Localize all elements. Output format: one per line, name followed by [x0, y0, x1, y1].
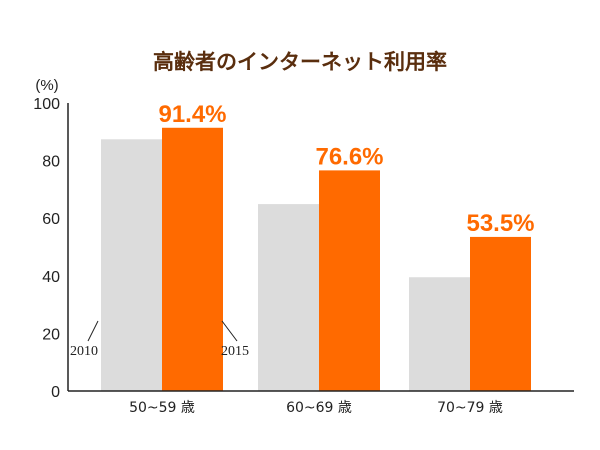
y-tick-label: 0: [51, 384, 60, 401]
series-annotations: 2010 2015: [70, 320, 249, 359]
bar-2015: [319, 170, 380, 391]
y-tick-label: 100: [33, 96, 60, 113]
y-tick-label: 60: [42, 211, 60, 228]
bar-2010: [101, 139, 162, 391]
annotation-2010: 2010: [70, 344, 98, 359]
x-axis-category-labels: 50~59 歳 60~69 歳 70~79 歳: [129, 400, 503, 416]
annotation-leader-2015: [221, 320, 238, 342]
y-tick-label: 40: [42, 269, 60, 286]
data-labels: 91.4% 76.6% 53.5%: [158, 101, 534, 237]
annotation-2015: 2015: [221, 344, 249, 359]
bars: [101, 127, 531, 391]
bar-2010: [258, 204, 319, 391]
category-label: 70~79 歳: [437, 400, 503, 416]
bar-2015: [162, 127, 223, 391]
y-axis-unit-label: (%): [35, 77, 58, 94]
y-axis-ticks: 0 20 40 60 80 100: [33, 96, 60, 401]
annotation-leader-2010: [87, 320, 99, 342]
y-tick-label: 80: [42, 154, 60, 171]
data-label: 53.5%: [466, 210, 534, 237]
bar-2015: [470, 236, 531, 391]
data-label: 76.6%: [315, 143, 383, 170]
category-label: 50~59 歳: [129, 400, 195, 416]
chart-title: 高齢者のインターネット利用率: [153, 50, 447, 74]
bar-2010: [409, 277, 470, 391]
category-label: 60~69 歳: [286, 400, 352, 416]
y-tick-label: 20: [42, 326, 60, 343]
data-label: 91.4%: [158, 101, 226, 128]
